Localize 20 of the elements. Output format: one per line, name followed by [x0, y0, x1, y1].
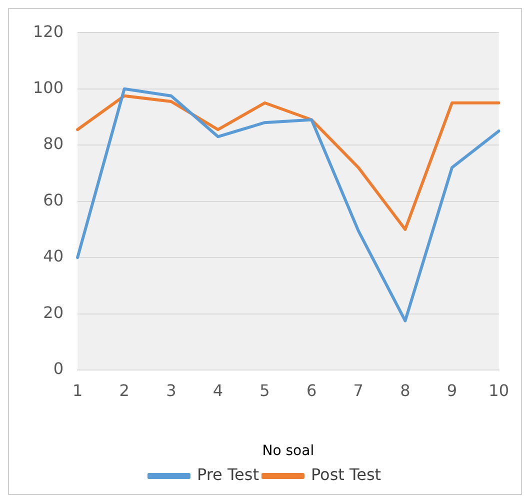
x-tick-label: 3 — [166, 380, 176, 400]
y-tick-label: 20 — [43, 302, 64, 322]
x-tick-label: 7 — [353, 380, 364, 400]
legend-label: Pre Test — [196, 465, 259, 484]
x-axis-title: No soal — [262, 443, 314, 460]
x-tick-label: 10 — [488, 380, 509, 400]
y-tick-label: 60 — [43, 190, 64, 210]
y-tick-label: 120 — [32, 22, 64, 41]
x-tick-label: 1 — [72, 380, 83, 400]
x-tick-label: 5 — [260, 380, 270, 400]
y-tick-label: 40 — [43, 246, 64, 266]
x-tick-label: 4 — [212, 380, 224, 400]
x-tick-label: 2 — [119, 380, 130, 400]
y-tick-label: 100 — [32, 78, 64, 97]
y-tick-label: 80 — [43, 134, 64, 154]
x-tick-label: 8 — [400, 380, 410, 400]
x-tick-label: 9 — [446, 380, 458, 400]
x-tick-label: 6 — [306, 380, 317, 400]
y-tick-label: 0 — [53, 359, 64, 378]
legend-label: Post Test — [310, 465, 382, 484]
